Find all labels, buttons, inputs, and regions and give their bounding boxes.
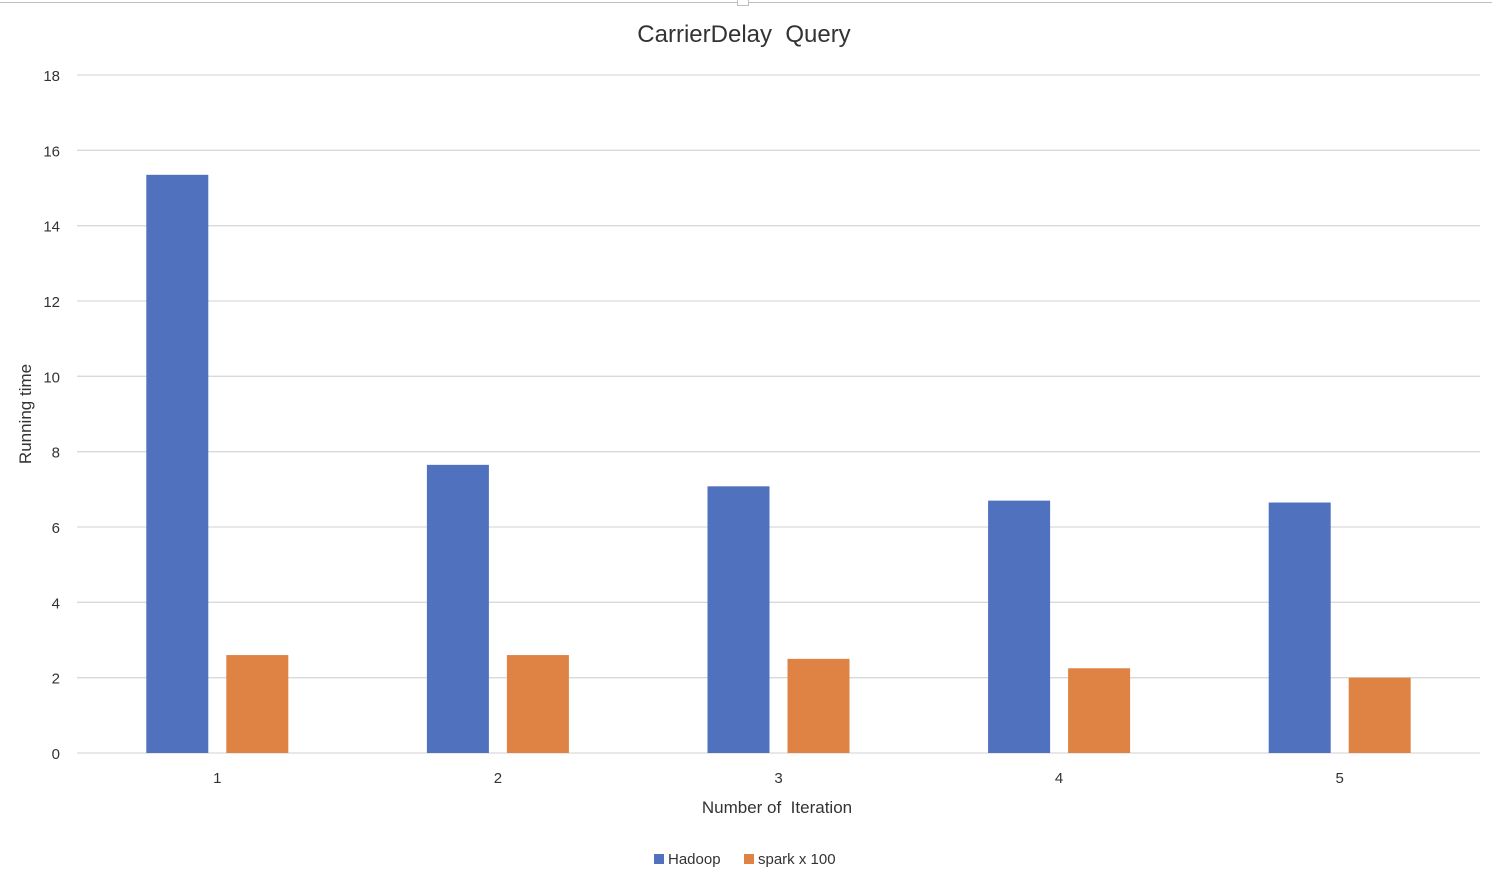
x-tick-label: 3: [774, 770, 782, 787]
bar-hadoop-3: [707, 486, 770, 753]
bar-spark-x-100-1: [226, 655, 289, 753]
y-tick-label: 16: [43, 143, 60, 160]
bar-spark-x-100-5: [1348, 677, 1411, 753]
bar-spark-x-100-3: [787, 658, 850, 753]
legend: Hadoop spark x 100: [654, 851, 836, 868]
y-axis-label: Running time: [16, 364, 35, 464]
y-tick-label: 18: [43, 68, 60, 85]
y-tick-label: 8: [52, 445, 60, 462]
legend-swatch: [654, 854, 664, 864]
gridlines: [77, 74, 1480, 754]
x-tick-label: 1: [213, 770, 221, 787]
y-tick-label: 0: [52, 746, 60, 763]
chart-title: CarrierDelay Query: [637, 21, 850, 48]
y-tick-label: 6: [52, 520, 60, 537]
y-axis-ticks: 0 2 4 6 8 10 12 14 16 18: [43, 68, 60, 763]
legend-swatch: [744, 854, 754, 864]
legend-label: spark x 100: [758, 851, 836, 868]
bar-spark-x-100-4: [1068, 668, 1131, 753]
bar-hadoop-4: [988, 500, 1051, 753]
resize-handle-icon[interactable]: [737, 0, 749, 6]
x-tick-label: 5: [1336, 770, 1344, 787]
x-axis-label: Number of Iteration: [702, 798, 852, 817]
y-tick-label: 10: [43, 369, 60, 386]
x-tick-label: 4: [1055, 770, 1063, 787]
legend-label: Hadoop: [668, 851, 721, 868]
bar-hadoop-1: [146, 174, 209, 754]
bar-hadoop-5: [1268, 502, 1331, 753]
bar-hadoop-2: [426, 464, 489, 753]
y-tick-label: 14: [43, 219, 60, 236]
y-tick-label: 4: [52, 595, 60, 612]
x-axis-ticks: 1 2 3 4 5: [213, 770, 1344, 787]
y-tick-label: 2: [52, 671, 60, 688]
x-tick-label: 2: [494, 770, 502, 787]
bars: [146, 174, 1411, 754]
bar-spark-x-100-2: [506, 655, 569, 753]
y-tick-label: 12: [43, 294, 60, 311]
